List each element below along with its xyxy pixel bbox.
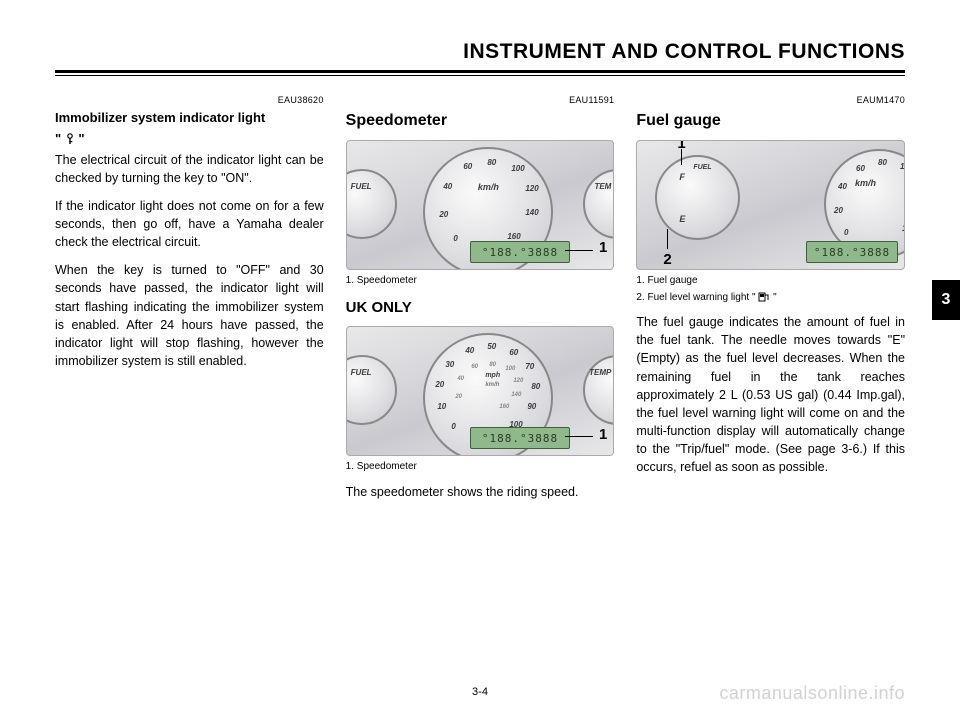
tick: 100: [900, 161, 905, 173]
para: The electrical circuit of the indicator …: [55, 151, 324, 187]
tick: 60: [509, 347, 518, 359]
immobilizer-heading-line1: Immobilizer system indicator light: [55, 109, 324, 128]
tick: 20: [435, 379, 444, 391]
tick: 20: [834, 205, 843, 217]
caption-text: 2. Fuel level warning light ": [636, 292, 758, 303]
column-2: EAU11591 Speedometer 0 20 40 60 80 100 1…: [346, 94, 615, 511]
mph-label: mph: [485, 371, 500, 381]
tick: 30: [445, 359, 454, 371]
fuel-gauge-figure: F E FUEL 0 20 40 60 80 100 120 14 160 km…: [636, 140, 905, 270]
tick: 120: [525, 183, 538, 195]
lcd-display: °188.°3888: [470, 241, 570, 263]
tick: 60: [463, 161, 472, 173]
callout-2: 2: [663, 249, 671, 270]
speedometer-heading: Speedometer: [346, 109, 615, 132]
temp-label: TEM: [594, 181, 611, 193]
tick: 40: [443, 181, 452, 193]
tick: 100: [511, 163, 524, 175]
tick: 70: [525, 361, 534, 373]
kmh-label: km/h: [855, 177, 876, 190]
ref-code: EAUM1470: [636, 94, 905, 107]
tick: 0: [844, 227, 848, 239]
fuel-f: F: [679, 171, 685, 184]
tick: 40: [465, 345, 474, 357]
kmh-label: km/h: [485, 381, 499, 390]
lcd-display: °188.°3888: [806, 241, 898, 263]
tick-inner: 20: [455, 393, 462, 402]
tick-inner: 80: [489, 361, 496, 370]
speedometer-figure: 0 20 40 60 80 100 120 140 160 km/h FUEL …: [346, 140, 615, 270]
callout-1: 1: [599, 237, 607, 259]
temp-label: TEMP: [589, 367, 611, 379]
tick: 20: [439, 209, 448, 221]
fuel-label: FUEL: [351, 367, 372, 379]
tick: 50: [487, 341, 496, 353]
tick-inner: 160: [499, 403, 509, 412]
watermark: carmanualsonline.info: [719, 683, 905, 704]
figure-caption: 1. Speedometer: [346, 274, 615, 289]
header-rule: [55, 70, 905, 76]
tick: 40: [838, 181, 847, 193]
figure-caption-line2: 2. Fuel level warning light " ": [636, 291, 905, 306]
para: If the indicator light does not come on …: [55, 197, 324, 251]
tick-inner: 60: [471, 363, 478, 372]
para: The speedometer shows the riding speed.: [346, 483, 615, 501]
fuel-label: FUEL: [693, 163, 711, 173]
tick: 0: [453, 233, 457, 245]
fuel-gauge-heading: Fuel gauge: [636, 109, 905, 132]
tick-inner: 140: [511, 391, 521, 400]
immobilizer-heading-line2: " ": [55, 130, 324, 149]
fuel-label: FUEL: [351, 181, 372, 193]
caption-text: ": [770, 292, 776, 303]
figure-caption-line1: 1. Fuel gauge: [636, 274, 905, 289]
callout-line: [565, 250, 593, 251]
page-number: 3-4: [472, 686, 488, 698]
tick: 80: [531, 381, 540, 393]
manual-page: INSTRUMENT AND CONTROL FUNCTIONS EAU3862…: [0, 0, 960, 718]
uk-only-heading: UK ONLY: [346, 297, 615, 319]
figure-caption: 1. Speedometer: [346, 460, 615, 475]
column-1: EAU38620 Immobilizer system indicator li…: [55, 94, 324, 511]
temp-dial: [583, 355, 614, 425]
page-title: INSTRUMENT AND CONTROL FUNCTIONS: [55, 40, 905, 64]
tick: 10: [437, 401, 446, 413]
tick-inner: 120: [513, 377, 523, 386]
para: The fuel gauge indicates the amount of f…: [636, 313, 905, 476]
callout-line: [667, 229, 668, 249]
fuel-dial: [346, 169, 397, 239]
fuel-pump-icon: [758, 292, 770, 302]
para: When the key is turned to "OFF" and 30 s…: [55, 261, 324, 370]
tick: 60: [856, 163, 865, 175]
lcd-display: °188.°3888: [470, 427, 570, 449]
column-3: EAUM1470 Fuel gauge F E FUEL 0 20 40 60 …: [636, 94, 905, 511]
tick: 90: [527, 401, 536, 413]
speedometer-uk-figure: 0 10 20 30 40 50 60 70 80 90 100 20 40 6…: [346, 326, 615, 456]
kmh-label: km/h: [478, 181, 499, 194]
columns: EAU38620 Immobilizer system indicator li…: [55, 94, 905, 511]
ref-code: EAU11591: [346, 94, 615, 107]
tick-inner: 40: [457, 375, 464, 384]
tick: 160: [902, 223, 905, 235]
callout-line: [565, 436, 593, 437]
fuel-dial: [346, 355, 397, 425]
fuel-e: E: [679, 213, 685, 226]
tick-inner: 100: [505, 365, 515, 374]
key-icon: [65, 133, 75, 145]
tick: 80: [487, 157, 496, 169]
ref-code: EAU38620: [55, 94, 324, 107]
fuel-dial: F E FUEL: [655, 155, 740, 240]
tick: 80: [878, 157, 887, 169]
callout-1: 1: [677, 140, 685, 155]
callout-1: 1: [599, 424, 607, 446]
temp-dial: [583, 169, 614, 239]
tick: 0: [451, 421, 455, 433]
tick: 140: [525, 207, 538, 219]
section-tab: 3: [932, 280, 960, 320]
